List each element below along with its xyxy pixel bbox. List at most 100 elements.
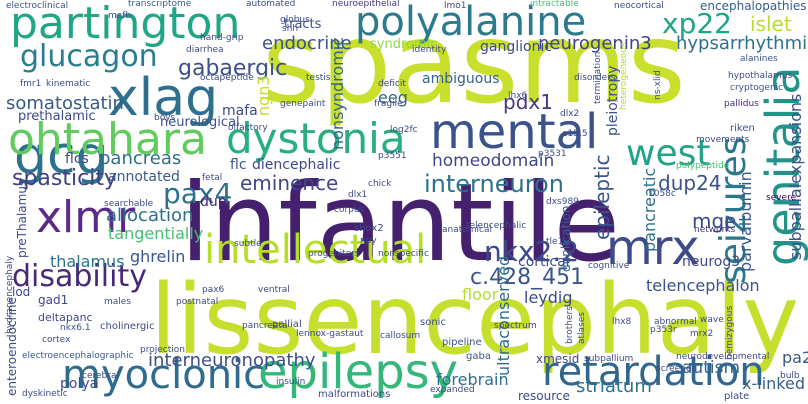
word-octapeptide: octapeptide bbox=[200, 73, 254, 83]
word-pallial: pallial bbox=[272, 319, 302, 330]
word-dup24: dup24 bbox=[658, 171, 722, 195]
word-cognitive: cognitive bbox=[588, 261, 630, 271]
word-anatomical: anatomical bbox=[442, 225, 493, 235]
word-neurog3: neurog3 bbox=[682, 254, 741, 270]
word-networks: networks bbox=[694, 225, 736, 235]
word-lhx8: lhx8 bbox=[612, 317, 632, 327]
word-subtle: subtle bbox=[234, 239, 262, 249]
word-pax4: pax4 bbox=[163, 177, 233, 210]
word-gabaergic: gabaergic bbox=[178, 56, 288, 81]
word-enteroendocrine: enteroendocrine bbox=[5, 297, 19, 396]
word-abnormal: abnormal bbox=[654, 317, 697, 327]
word-dxs989: dxs989 bbox=[546, 197, 579, 207]
word-progenitors: progenitors bbox=[308, 249, 360, 259]
word-ultraconserved: ultraconserved bbox=[494, 255, 513, 376]
word-nonspecific: nonspecific bbox=[378, 249, 429, 259]
word-tle1: tle1 bbox=[546, 237, 564, 247]
word-forebrain: forebrain bbox=[436, 370, 509, 389]
word-corpus: corpus bbox=[334, 205, 365, 215]
word-x-linked: x-linked bbox=[742, 374, 805, 393]
word-flcs: flcs bbox=[65, 151, 89, 167]
word-polypeptide: polypeptide bbox=[676, 161, 730, 171]
word-pancreata: pancreata bbox=[242, 321, 288, 331]
word-tangentially: tangentially bbox=[108, 224, 204, 243]
word-polya: polya bbox=[60, 376, 99, 392]
word-encephalopathies: encephalopathies bbox=[700, 0, 807, 13]
word-wave: wave bbox=[700, 315, 724, 325]
word-telencephalic: telencephalic bbox=[466, 221, 527, 231]
word-log2fc: log2fc bbox=[390, 125, 418, 135]
word-subpallialexpansions: subpallialexpansions bbox=[786, 93, 805, 260]
word-xp22: xp22 bbox=[662, 7, 732, 40]
word-dlx2: dlx2 bbox=[560, 109, 580, 119]
word-mge: mge bbox=[692, 209, 737, 233]
word-spasticity: spasticity bbox=[12, 166, 117, 191]
word-pdx1: pdx1 bbox=[503, 90, 553, 114]
word-p3531: p3531 bbox=[538, 149, 567, 159]
word-malformations: malformations bbox=[318, 389, 391, 400]
word-pancreatic: pancreatic bbox=[640, 167, 659, 252]
word-dyskinetic: dyskinetic bbox=[22, 389, 68, 399]
word-gcg: gcg bbox=[14, 126, 109, 186]
word-disability: disability bbox=[12, 259, 147, 294]
word-glucagon: glucagon bbox=[20, 39, 158, 74]
word-intellectual: intellectual bbox=[204, 227, 427, 273]
word-ngn3: ngn3 bbox=[254, 75, 273, 116]
word-olfactory: olfactory bbox=[228, 123, 268, 133]
word-striatum: striatum bbox=[576, 376, 652, 397]
word-nkx2.2: nkx2.2 bbox=[484, 235, 580, 268]
word-syndromic: syndromic bbox=[370, 37, 438, 52]
word-subpallium: subpallium bbox=[584, 354, 634, 364]
word-neurodevelopmental: neurodevelopmental bbox=[676, 352, 770, 362]
word-ohtahara: ohtahara bbox=[8, 114, 207, 165]
word-lmo1: lmo1 bbox=[444, 1, 467, 11]
word-sonic: sonic bbox=[420, 317, 446, 328]
word-projection: projection bbox=[140, 345, 185, 355]
word-mrx: mrx bbox=[606, 220, 700, 276]
word-west: west bbox=[626, 133, 711, 174]
word-p353r: p353r bbox=[650, 325, 677, 335]
word-movements: movements bbox=[696, 135, 750, 145]
word-parvalbumin: parvalbumin bbox=[736, 171, 755, 272]
word-mental: mental bbox=[430, 104, 599, 160]
word-electroclinical: electroclinical bbox=[6, 1, 69, 11]
word-floor: floor bbox=[462, 285, 499, 304]
word-diencephalic: diencephalic bbox=[252, 157, 341, 173]
word-cortex: cortex bbox=[42, 335, 71, 345]
word-partington: partington bbox=[10, 0, 241, 49]
word-dystonia: dystonia bbox=[226, 114, 406, 163]
word-thalamus: thalamus bbox=[50, 252, 125, 271]
word-mafb: mafb bbox=[108, 11, 132, 21]
word-1058c: 1058c bbox=[648, 189, 676, 199]
word-allocation: allocation bbox=[106, 205, 194, 226]
word-nonsyndromic: nonsyndromic bbox=[328, 36, 347, 150]
word-flc: flc bbox=[230, 157, 247, 173]
word-epileptic: epileptic bbox=[590, 154, 614, 240]
word-genepaint: genepaint bbox=[280, 99, 326, 109]
word-cholinergic: cholinergic bbox=[100, 321, 155, 332]
word-spectrum: spectrum bbox=[494, 321, 537, 331]
word-lhx6: lhx6 bbox=[508, 91, 528, 101]
word-endocrine: endocrine bbox=[262, 33, 352, 54]
word-xmesid: xmesid bbox=[536, 352, 580, 366]
word-globus: globus bbox=[280, 15, 310, 25]
word-xlmr: xlmr bbox=[36, 192, 136, 243]
word-diarrhea: diarrhea bbox=[186, 45, 224, 55]
word-pa2: pa2 bbox=[782, 348, 808, 367]
word-cerebral: cerebral bbox=[82, 371, 119, 381]
word-hypothalamus: hypothalamus bbox=[728, 71, 793, 81]
word-hand-grip: hand-grip bbox=[200, 33, 244, 43]
word-c.428_451: c.428_451 bbox=[470, 265, 585, 290]
word-screened: screened bbox=[656, 364, 698, 374]
word-tracts: tracts bbox=[284, 17, 322, 32]
word-pallidus: pallidus bbox=[724, 99, 759, 109]
word-gad1: gad1 bbox=[38, 293, 69, 307]
word-expanded: expanded bbox=[430, 385, 475, 395]
word-cortical: cortical bbox=[518, 254, 570, 270]
word-dlx1: dlx1 bbox=[348, 190, 368, 200]
word-epilepsy: epilepsy bbox=[258, 344, 459, 400]
word-pancreas: pancreas bbox=[99, 148, 182, 169]
word-ghrelin: ghrelin bbox=[130, 247, 186, 266]
word-eminence: eminence bbox=[240, 171, 339, 195]
word-bulb: bulb bbox=[780, 371, 800, 381]
